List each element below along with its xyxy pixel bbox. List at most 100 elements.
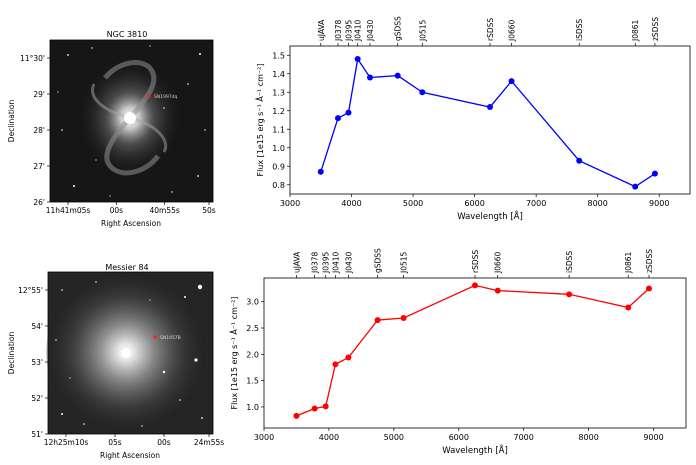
flux-data-point <box>354 55 361 62</box>
y-tick-label: 1.0 <box>246 403 259 412</box>
filter-label: uJAVA <box>317 19 326 41</box>
y-axis-label: Flux [1e15 erg s⁻¹ Å⁻¹ cm⁻²] <box>254 63 265 176</box>
filter-label: uJAVA <box>292 251 301 273</box>
y-tick-label: 1.2 <box>272 107 285 116</box>
filter-label: J0395 <box>344 19 353 42</box>
flux-data-point <box>645 285 652 292</box>
declination-ticks: 11°30' 29' 28' 27' 26' <box>20 54 50 207</box>
flux-data-point <box>293 412 300 419</box>
filter-label: rSDSS <box>471 250 480 273</box>
filter-label: J0410 <box>354 19 363 42</box>
filter-label: J0861 <box>624 251 633 274</box>
y-tick-label: 2.0 <box>246 350 259 359</box>
y-tick-label: 1.0 <box>272 144 285 153</box>
declination-tick-label: 29' <box>33 90 45 99</box>
flux-data-point <box>508 78 515 85</box>
ngc3810-image-panel: NGC 3810 SN1997dq 11°30' 29' 28' 27' 26' 11h… <box>7 30 216 228</box>
right-ascension-ticks: 11h41m05s 00s 40m55s 50s <box>46 202 216 215</box>
image-ylabel: Declination <box>7 332 16 375</box>
flux-data-point <box>419 89 426 96</box>
filter-label: rSDSS <box>486 18 495 41</box>
image-xlabel: Right Ascension <box>101 219 161 228</box>
y-tick-label: 0.8 <box>272 181 285 190</box>
filter-label: J0660 <box>508 19 517 42</box>
m84-image-panel: Messier 84 SN1957B 12°55' 54' 53' 52' 51' 12… <box>7 263 224 460</box>
declination-tick-label: 26' <box>33 198 45 207</box>
filter-label: J0660 <box>494 251 503 274</box>
flux-data-point <box>335 115 341 122</box>
supernova-marker <box>153 335 157 339</box>
flux-series-line <box>296 284 650 417</box>
flux-data-point <box>322 403 329 410</box>
m84-sed-plot: 3000 4000 5000 6000 7000 8000 9000 1.0 1.5 2.0 2.5… <box>228 248 687 456</box>
right-ascension-tick-label: 12h25m10s <box>44 438 89 447</box>
x-tick-label: 9000 <box>649 199 669 208</box>
filter-label: J0430 <box>366 19 375 42</box>
y-tick-label: 1.5 <box>272 51 285 60</box>
declination-ticks: 12°55' 54' 53' 52' 51' <box>18 286 48 439</box>
filter-label: gSDSS <box>394 16 403 41</box>
image-title: Messier 84 <box>105 263 148 272</box>
x-tick-label: 8000 <box>578 433 598 442</box>
flux-data-point <box>487 104 493 111</box>
x-tick-label: 4000 <box>341 199 361 208</box>
filter-label: zSDSS <box>651 17 660 41</box>
filter-label: J0395 <box>322 251 331 274</box>
image-title: NGC 3810 <box>107 30 148 39</box>
supernova-marker <box>147 94 151 98</box>
y-tick-label: 1.1 <box>272 125 285 134</box>
declination-tick-label: 27' <box>33 162 45 171</box>
filter-label: J0378 <box>334 19 343 42</box>
spiral-arm <box>103 60 157 120</box>
right-ascension-tick-label: 05s <box>108 438 122 447</box>
x-axis-label: Wavelength [Å] <box>457 210 523 222</box>
flux-data-point <box>345 354 352 361</box>
filter-label: J0515 <box>400 251 409 274</box>
spiral-arm <box>104 116 160 176</box>
x-axis-label: Wavelength [Å] <box>442 444 508 456</box>
flux-data-point <box>400 315 407 321</box>
supernova-label: SN1957B <box>160 335 181 341</box>
flux-data-point <box>345 109 352 116</box>
declination-tick-label: 53' <box>31 358 43 367</box>
declination-tick-label: 12°55' <box>18 286 43 295</box>
right-ascension-tick-label: 00s <box>157 438 171 447</box>
declination-tick-label: 51' <box>31 430 43 439</box>
plot-frame <box>289 45 691 195</box>
flux-data-point <box>625 304 632 311</box>
y-tick-label: 1.3 <box>272 88 285 97</box>
filter-label: gSDSS <box>374 248 383 273</box>
declination-tick-label: 11°30' <box>20 54 45 63</box>
ngc3810-sed-plot: 3000 4000 5000 6000 7000 8000 9000 0.8 0.9 1.0 1.1… <box>254 16 691 222</box>
filter-label: J0515 <box>418 19 427 42</box>
x-tick-label: 5000 <box>403 199 423 208</box>
y-tick-label: 2.5 <box>246 324 259 333</box>
x-tick-label: 3000 <box>254 433 274 442</box>
y-tick-label: 1.4 <box>272 70 285 79</box>
right-ascension-tick-label: 00s <box>110 206 124 215</box>
flux-data-point <box>374 317 381 324</box>
galaxy-core <box>124 112 136 124</box>
x-tick-label: 6000 <box>464 199 484 208</box>
image-xlabel: Right Ascension <box>100 451 160 460</box>
declination-tick-label: 54' <box>31 322 43 331</box>
field-stars <box>57 45 206 197</box>
y-tick-label: 3.0 <box>246 298 259 307</box>
y-tick-label: 1.5 <box>246 377 259 386</box>
right-ascension-ticks: 12h25m10s 05s 00s 24m55s <box>44 434 224 447</box>
declination-tick-label: 28' <box>33 126 45 135</box>
filter-label: J0861 <box>631 19 640 42</box>
x-tick-label: 6000 <box>449 433 469 442</box>
flux-data-point <box>632 183 639 190</box>
flux-data-point <box>332 361 339 368</box>
field-stars <box>55 281 203 427</box>
right-ascension-tick-label: 50s <box>202 206 216 215</box>
flux-data-point <box>494 287 501 294</box>
filter-label: J0430 <box>344 251 353 274</box>
flux-data-point <box>311 405 318 412</box>
filter-label: J0410 <box>331 251 340 274</box>
filter-label: iSDSS <box>565 251 574 273</box>
spiral-arm <box>91 83 131 120</box>
galaxy-core <box>121 348 131 358</box>
